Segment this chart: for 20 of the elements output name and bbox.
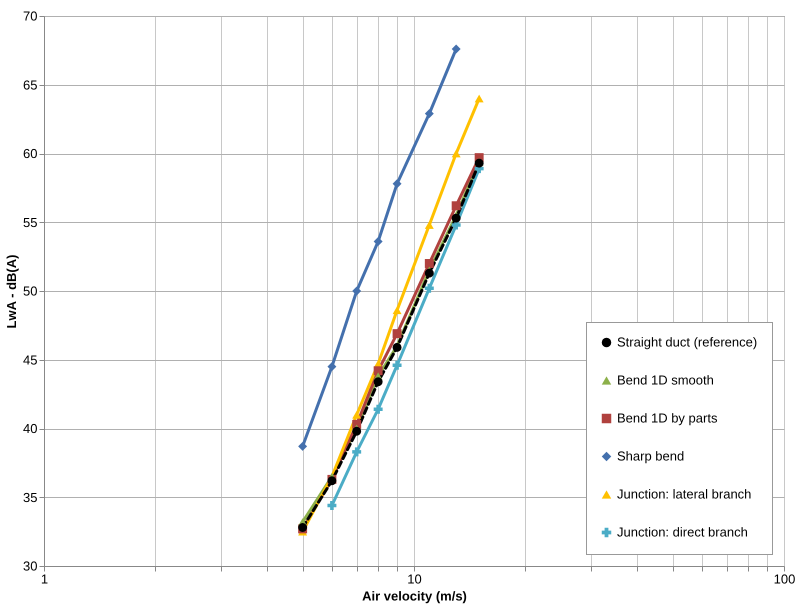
legend-label: Bend 1D by parts	[617, 410, 718, 426]
y-tick-label: 45	[23, 352, 38, 368]
y-tick-label: 35	[23, 490, 38, 505]
x-axis-title: Air velocity (m/s)	[362, 588, 467, 604]
y-tick-label: 50	[23, 284, 38, 298]
legend-label: Junction: direct branch	[617, 524, 748, 540]
y-tick-label: 65	[23, 77, 38, 92]
y-tick-label: 55	[23, 214, 38, 230]
legend-label: Junction: lateral branch	[617, 486, 752, 502]
legend-label: Sharp bend	[617, 448, 684, 464]
x-tick-label: 10	[407, 572, 422, 586]
x-tick-label: 100	[774, 572, 796, 586]
y-axis-title: LwA - dB(A)	[4, 254, 20, 328]
y-tick-label: 30	[23, 558, 38, 574]
y-tick-label: 60	[23, 146, 38, 161]
legend-label: Bend 1D smooth	[617, 372, 714, 388]
y-tick-label: 70	[23, 8, 38, 24]
y-tick-label: 40	[23, 421, 38, 436]
legend-label: Straight duct (reference)	[617, 334, 758, 350]
x-tick-label: 1	[40, 572, 48, 586]
